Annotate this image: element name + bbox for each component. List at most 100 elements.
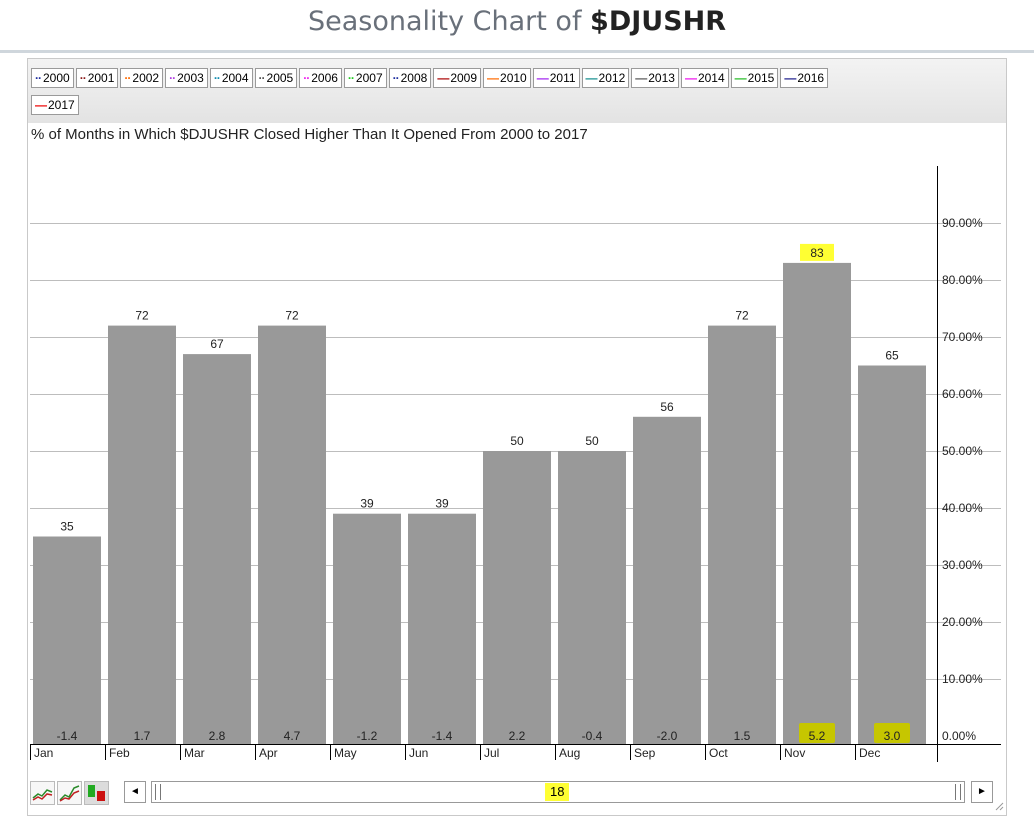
- seasonality-bar-chart: 0.00% 10.00% 20.00% 30.00% 40.00% 50.00% 60.00…: [30, 166, 1001, 762]
- bar-nov: [783, 262, 851, 744]
- legend-item-2007[interactable]: ·· 2007: [343, 68, 387, 88]
- legend-row: —2017: [31, 95, 81, 115]
- bar-value-label: 39: [435, 497, 449, 511]
- legend-item-2009[interactable]: —2009: [433, 68, 482, 88]
- header-band: [0, 0, 1034, 53]
- legend-item-2017[interactable]: —2017: [31, 95, 79, 115]
- legend-label: 2009: [450, 71, 478, 85]
- legend-item-2000[interactable]: ·· 2000: [31, 68, 74, 88]
- bar-return-label: -1.4: [432, 729, 453, 743]
- chart-toolbar: ◄ 18 ►: [28, 777, 1006, 813]
- legend-label: 2011: [549, 71, 576, 85]
- bar-feb: [108, 325, 176, 744]
- legend-label: 2012: [598, 71, 626, 85]
- legend-item-2016[interactable]: —2016: [780, 68, 829, 88]
- bar-mar: [183, 354, 251, 744]
- legend-swatch-icon: ··: [303, 71, 310, 85]
- y-tick-label: 0.00%: [942, 729, 976, 743]
- bar-return-label: 2.8: [209, 729, 226, 743]
- x-tick-label: Jun: [409, 746, 428, 760]
- legend-label: 2010: [500, 71, 527, 85]
- bar-value-label: 35: [60, 520, 74, 534]
- y-tick-label: 10.00%: [942, 672, 983, 686]
- performance-chart-icon[interactable]: [57, 781, 82, 805]
- legend-swatch-icon: —: [35, 98, 47, 112]
- legend-band: ·· 2000 ·· 2001 ·· 2002 ·· 2003 ·· 2004 ·· 2005 ·· 20…: [28, 59, 1006, 123]
- bar-return-label: -0.4: [582, 729, 603, 743]
- legend-label: 2014: [697, 71, 725, 85]
- bar-return-label: 5.2: [809, 729, 826, 743]
- legend-swatch-icon: ··: [213, 71, 221, 85]
- bar-value-label: 72: [735, 309, 749, 323]
- x-tick-label: Nov: [784, 746, 805, 760]
- legend-swatch-icon: —: [585, 71, 598, 85]
- scroll-right-button[interactable]: ►: [971, 781, 993, 803]
- legend-row: ·· 2000 ·· 2001 ·· 2002 ·· 2003 ·· 2004 ·· 2005 ·· 20…: [31, 68, 830, 88]
- legend-item-2001[interactable]: ·· 2001: [75, 68, 119, 88]
- legend-item-2014[interactable]: —2014: [680, 68, 729, 88]
- scroll-left-button[interactable]: ◄: [124, 781, 146, 803]
- bar-jun: [408, 513, 476, 744]
- resize-grip-icon[interactable]: [994, 801, 1004, 811]
- legend-label: 2002: [132, 71, 160, 85]
- bar-return-label: 3.0: [884, 729, 901, 743]
- return-highlight: [874, 723, 910, 743]
- legend-swatch-icon: —: [635, 71, 647, 85]
- chart-panel: ·· 2000 ·· 2001 ·· 2002 ·· 2003 ·· 2004 ·· 2005 ·· 20…: [27, 58, 1007, 816]
- y-tick-label: 30.00%: [942, 558, 983, 572]
- legend-item-2015[interactable]: —2015: [730, 68, 779, 88]
- bar-may: [333, 513, 401, 744]
- year-range-scrollbar[interactable]: 18: [151, 781, 965, 803]
- scroll-grip-right[interactable]: [955, 784, 961, 800]
- legend-item-2013[interactable]: —2013: [631, 68, 679, 88]
- x-tick-label: Mar: [184, 746, 205, 760]
- legend-swatch-icon: ··: [258, 71, 266, 85]
- bar-value-label: 72: [285, 309, 299, 323]
- value-highlight: [800, 243, 834, 261]
- legend-label: 2000: [43, 71, 70, 85]
- legend-label: 2003: [177, 71, 204, 85]
- x-tick-label: Apr: [259, 746, 278, 760]
- legend-swatch-icon: —: [684, 71, 697, 85]
- y-tick-label: 60.00%: [942, 387, 983, 401]
- bar-value-label: 50: [510, 434, 524, 448]
- bar-value-label: 39: [360, 497, 374, 511]
- seasonality-bar-icon[interactable]: [84, 781, 109, 805]
- legend-item-2004[interactable]: ·· 2004: [209, 68, 253, 88]
- legend-swatch-icon: ··: [79, 71, 87, 85]
- legend-item-2010[interactable]: —2010: [483, 68, 531, 88]
- bar-value-label: 56: [660, 400, 674, 414]
- legend-swatch-icon: ··: [124, 71, 131, 85]
- scroll-grip-left[interactable]: [155, 784, 161, 800]
- bar-value-label: 50: [585, 434, 599, 448]
- bar-value-label: 65: [885, 349, 899, 363]
- legend-item-2011[interactable]: —2011: [532, 68, 580, 88]
- y-tick-label: 20.00%: [942, 615, 983, 629]
- legend-swatch-icon: ··: [35, 71, 42, 85]
- legend-item-2005[interactable]: ·· 2005: [254, 68, 298, 88]
- legend-swatch-icon: —: [487, 71, 499, 85]
- bar-value-label: 83: [810, 246, 824, 260]
- x-tick-label: Aug: [559, 746, 580, 760]
- return-highlight: [799, 723, 835, 743]
- bar-return-label: 1.7: [134, 729, 151, 743]
- bar-jul: [483, 451, 551, 744]
- legend-label: 2008: [400, 71, 428, 85]
- legend-item-2006[interactable]: ·· 2006: [299, 68, 342, 88]
- bar-return-label: -1.4: [57, 729, 78, 743]
- bar-jan: [33, 536, 101, 744]
- page-title-symbol: $DJUSHR: [590, 6, 727, 37]
- y-tick-label: 90.00%: [942, 216, 983, 230]
- legend-label: 2004: [221, 71, 249, 85]
- line-chart-icon[interactable]: [30, 781, 55, 805]
- x-tick-label: Feb: [109, 746, 130, 760]
- y-tick-label: 40.00%: [942, 501, 983, 515]
- legend-item-2002[interactable]: ·· 2002: [120, 68, 164, 88]
- legend-swatch-icon: —: [536, 71, 549, 85]
- legend-item-2008[interactable]: ·· 2008: [388, 68, 432, 88]
- legend-item-2012[interactable]: —2012: [581, 68, 630, 88]
- legend-item-2003[interactable]: ·· 2003: [165, 68, 208, 88]
- x-tick-label: Dec: [859, 746, 880, 760]
- y-tick-label: 70.00%: [942, 330, 983, 344]
- x-tick-label: Jul: [484, 746, 499, 760]
